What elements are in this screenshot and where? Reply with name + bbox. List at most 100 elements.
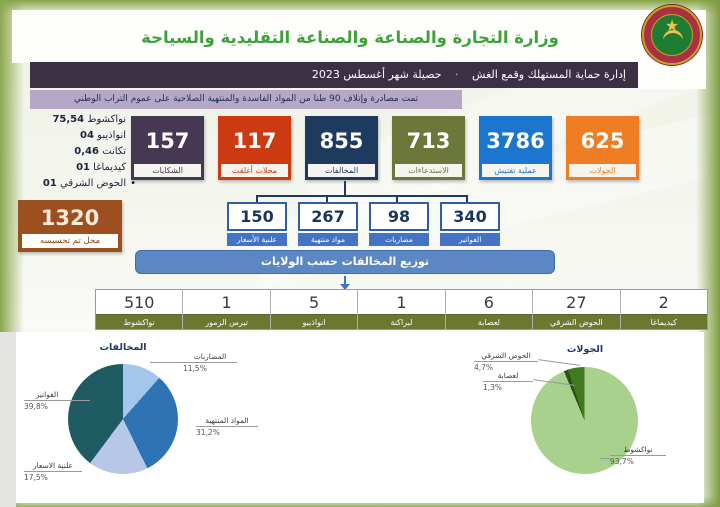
seal-inner-disc: ★ — [651, 14, 693, 56]
pie-label-hodh: الحوض الشرقي 4,7% — [474, 351, 538, 372]
seizure-breakdown-list: •نواكشوط 75,54 •انواذيبو 04 •تكانت 0,46 … — [4, 112, 136, 192]
stat-label: الاستدعاءات — [395, 164, 462, 177]
connector-line — [256, 195, 468, 197]
tonnage-value: 01 — [42, 178, 57, 189]
list-item: •تكانت 0,46 — [4, 144, 136, 160]
cell-value: 1 — [358, 290, 445, 314]
stat-box-inspections: 3786 عملية تفتيش — [479, 116, 552, 180]
down-arrow-icon — [340, 284, 350, 290]
header-patch — [636, 62, 706, 89]
cell-label: نواكشوط — [96, 314, 183, 329]
pie-label-expired: المواد المنتهية 31,2% — [196, 416, 258, 437]
connector-line — [396, 196, 398, 202]
table-row: 1 لبراكنة — [358, 290, 446, 329]
tours-pie-title: الجولات — [566, 344, 604, 355]
sensitized-shops-box: 1320 محل تم تحسيسه — [18, 200, 122, 252]
stat-box-violations: 855 المخالفات — [305, 116, 378, 180]
pie-label-assaba: لعصابة 1,3% — [483, 371, 533, 392]
crescent-icon — [662, 33, 684, 55]
star-icon: ★ — [664, 16, 680, 35]
pie-label-speculation: المضاربات 11,5% — [183, 352, 237, 373]
list-item: •انواذيبو 04 — [4, 128, 136, 144]
sensitized-value: 1320 — [40, 206, 100, 230]
bullet-icon: • — [130, 178, 136, 189]
sensitized-label: محل تم تحسيسه — [22, 234, 118, 248]
ministry-seal: ★ — [642, 5, 702, 65]
cell-value: 2 — [620, 290, 707, 314]
stat-value: 117 — [232, 129, 277, 153]
stat-value: 157 — [145, 129, 190, 153]
wilaya-table: 510 نواكشوط 1 تيرس الزمور 5 انواذيبو 1 ل… — [95, 289, 708, 330]
cell-label: لبراكنة — [358, 314, 445, 329]
leader-line — [70, 400, 90, 401]
pie-label-nouakchott: نواكشوط 93,7% — [610, 445, 666, 466]
stat-label: الشكايات — [134, 164, 201, 177]
type-value: 150 — [227, 202, 287, 231]
connector-line — [344, 181, 346, 196]
table-row: 1 تيرس الزمور — [183, 290, 271, 329]
cell-value: 27 — [533, 290, 620, 314]
violation-type-speculation: 98 مضاربات — [369, 202, 429, 246]
stat-label: عملية تفتيش — [482, 164, 549, 177]
type-value: 98 — [369, 202, 429, 231]
cell-label: كيديماغا — [620, 314, 707, 329]
pie-label-invoices: الفواتير 39,8% — [24, 390, 70, 411]
cell-label: انواذيبو — [270, 314, 358, 329]
leader-line — [600, 458, 612, 459]
photo-border-strip — [0, 332, 16, 507]
report-period: حصيلة شهر أغسطس 2023 — [311, 68, 442, 81]
pie-label-prices: علنية الاسعار 17,5% — [24, 461, 82, 482]
tonnage-value: 75,54 — [52, 114, 85, 125]
wilaya-name: كيديماغا — [93, 162, 127, 173]
connector-line — [466, 196, 468, 202]
stat-label: محلات أغلقت — [221, 164, 288, 177]
type-label: الفواتير — [440, 233, 500, 246]
stat-box-summons: 713 الاستدعاءات — [392, 116, 465, 180]
down-arrow-icon — [344, 276, 346, 284]
tonnage-value: 0,46 — [74, 146, 99, 157]
violation-types-row: 150 علنية الأسعار 267 مواد منتهية 98 مضا… — [227, 202, 500, 246]
stat-value: 625 — [580, 129, 625, 153]
cell-value: 1 — [183, 290, 270, 314]
table-row: 5 انواذيبو — [270, 290, 359, 329]
stat-label: المخالفات — [308, 164, 375, 177]
wilaya-name: انواذيبو — [97, 130, 127, 141]
type-label: مضاربات — [369, 233, 429, 246]
stat-box-closed-shops: 117 محلات أغلقت — [218, 116, 291, 180]
cell-value: 6 — [445, 290, 533, 314]
list-item: •نواكشوط 75,54 — [4, 112, 136, 128]
department-name: إدارة حماية المستهلك وقمع الغش — [472, 68, 626, 81]
violations-pie-chart — [68, 364, 178, 474]
table-row: 2 كيديماغا — [620, 290, 707, 329]
wilaya-name: الحوض الشرقي — [60, 178, 127, 189]
connector-line — [256, 196, 258, 202]
stat-box-complaints: 157 الشكايات — [131, 116, 204, 180]
table-row: 510 نواكشوط — [96, 290, 184, 329]
stats-row: 157 الشكايات 117 محلات أغلقت 855 المخالف… — [131, 116, 639, 180]
cell-value: 5 — [270, 290, 358, 314]
header-card — [12, 10, 706, 63]
list-item: •الحوض الشرقي 01 — [4, 176, 136, 192]
leader-line — [150, 362, 184, 363]
list-item: •كيديماغا 01 — [4, 160, 136, 176]
violation-type-expired: 267 مواد منتهية — [298, 202, 358, 246]
stat-box-tours: 625 الجولات — [566, 116, 639, 180]
cell-label: تيرس الزمور — [183, 314, 270, 329]
type-label: علنية الأسعار — [227, 233, 287, 246]
connector-line — [326, 196, 328, 202]
cell-label: الحوض الشرقي — [533, 314, 620, 329]
wilaya-name: نواكشوط — [87, 114, 127, 125]
type-value: 267 — [298, 202, 358, 231]
violations-pie-title: المخالفات — [99, 342, 147, 353]
tonnage-value: 04 — [80, 130, 94, 141]
cell-label: لعصابة — [445, 314, 533, 329]
violation-type-prices: 150 علنية الأسعار — [227, 202, 287, 246]
stat-label: الجولات — [569, 164, 636, 177]
cell-value: 510 — [96, 290, 183, 314]
tours-pie-chart — [531, 367, 638, 474]
violation-type-invoices: 340 الفواتير — [440, 202, 500, 246]
seizure-notice: تمت مصادرة وإتلاف 90 طنا من المواد الفاس… — [30, 90, 462, 109]
stat-value: 713 — [406, 129, 451, 153]
type-value: 340 — [440, 202, 500, 231]
